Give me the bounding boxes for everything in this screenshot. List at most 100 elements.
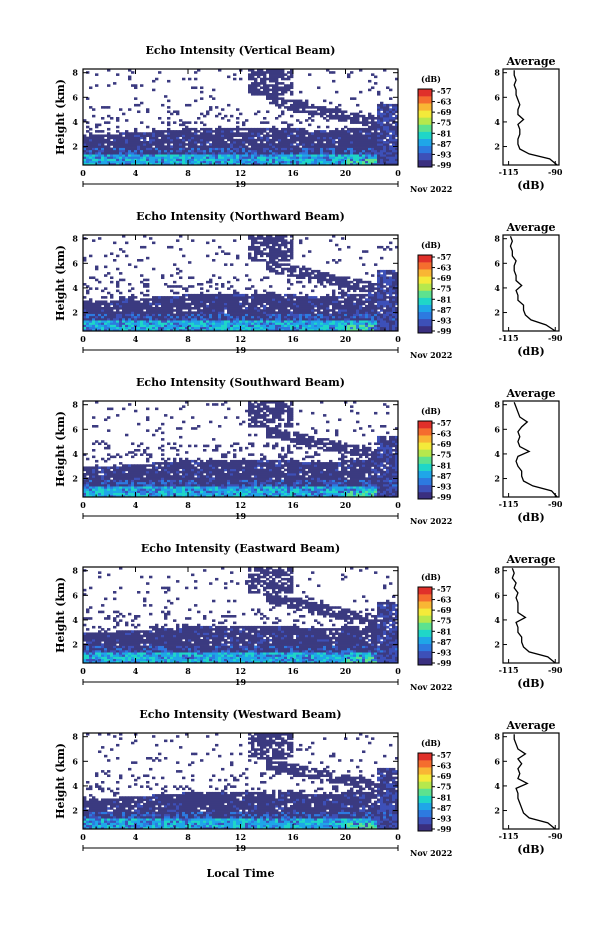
heatmap-cell bbox=[89, 313, 93, 317]
heatmap-cell bbox=[221, 156, 225, 159]
heatmap-cell bbox=[122, 407, 126, 411]
heatmap-cell bbox=[317, 328, 321, 332]
heatmap-cell bbox=[122, 156, 126, 159]
heatmap-cell bbox=[314, 143, 318, 146]
heatmap-cell bbox=[116, 73, 120, 76]
heatmap-cell bbox=[341, 291, 345, 295]
heatmap-cell bbox=[119, 488, 123, 491]
heatmap-cell bbox=[221, 304, 225, 308]
heatmap-cell bbox=[383, 324, 387, 328]
colorbar-segment bbox=[418, 117, 432, 125]
heatmap-cell bbox=[272, 300, 276, 304]
heatmap-cell bbox=[200, 320, 204, 323]
heatmap-cell bbox=[299, 317, 303, 321]
heatmap-cell bbox=[377, 285, 381, 288]
heatmap-cell bbox=[365, 300, 369, 304]
heatmap-cell bbox=[164, 296, 168, 299]
heatmap-cell bbox=[317, 278, 321, 282]
heatmap-cell bbox=[113, 141, 117, 144]
heatmap-cell bbox=[329, 134, 333, 138]
heatmap-cell bbox=[131, 313, 135, 317]
heatmap-cell bbox=[104, 477, 108, 480]
heatmap-cell bbox=[389, 285, 393, 288]
heatmap-cell bbox=[245, 145, 249, 148]
heatmap-cell bbox=[350, 328, 354, 332]
heatmap-cell bbox=[269, 143, 273, 146]
heatmap-cell bbox=[224, 324, 228, 328]
heatmap-cell bbox=[161, 162, 165, 166]
heatmap-cell bbox=[311, 151, 315, 155]
heatmap-cell bbox=[365, 136, 369, 140]
heatmap-cell bbox=[149, 149, 153, 153]
heatmap-cell bbox=[140, 134, 144, 138]
heatmap-cell bbox=[122, 328, 126, 332]
heatmap-cell bbox=[200, 121, 204, 124]
heatmap-cell bbox=[296, 313, 300, 317]
heatmap-cell bbox=[236, 296, 240, 299]
heatmap-cell bbox=[389, 272, 393, 275]
heatmap-cell bbox=[167, 245, 171, 249]
heatmap-cell bbox=[83, 304, 87, 308]
heatmap-cell bbox=[266, 313, 270, 317]
heatmap-cell bbox=[359, 127, 363, 131]
heatmap-cell bbox=[239, 296, 243, 299]
heatmap-cell bbox=[347, 138, 351, 142]
heatmap-cell bbox=[134, 145, 138, 148]
heatmap-cell bbox=[224, 304, 228, 308]
heatmap-cell bbox=[203, 317, 207, 321]
heatmap-cell bbox=[281, 272, 285, 275]
heatmap-cell bbox=[173, 147, 177, 151]
heatmap-cell bbox=[371, 151, 375, 155]
heatmap-cell bbox=[311, 313, 315, 317]
heatmap-cell bbox=[299, 302, 303, 306]
heatmap-cell bbox=[206, 130, 210, 133]
heatmap-cell bbox=[140, 326, 144, 330]
heatmap-cell bbox=[362, 136, 366, 140]
heatmap-cell bbox=[350, 127, 354, 131]
heatmap-cell bbox=[281, 71, 285, 74]
heatmap-cell bbox=[323, 302, 327, 306]
heatmap-cell bbox=[239, 315, 243, 319]
heatmap-cell bbox=[182, 328, 186, 332]
heatmap-cell bbox=[275, 322, 279, 325]
heatmap-cell bbox=[209, 311, 213, 314]
heatmap-cell bbox=[104, 488, 108, 491]
x-tick-label: 12 bbox=[235, 334, 246, 344]
heatmap-cell bbox=[326, 304, 330, 308]
heatmap-cell bbox=[104, 466, 108, 470]
heatmap-cell bbox=[311, 328, 315, 332]
heatmap-cell bbox=[272, 141, 276, 144]
heatmap-cell bbox=[353, 285, 357, 288]
heatmap-cell bbox=[341, 296, 345, 299]
heatmap-cell bbox=[392, 315, 396, 319]
heatmap-cell bbox=[200, 313, 204, 317]
heatmap-cell bbox=[185, 143, 189, 146]
heatmap-cell bbox=[104, 494, 108, 498]
heatmap-cell bbox=[356, 127, 360, 131]
heatmap-cell bbox=[128, 311, 132, 314]
heatmap-cell bbox=[338, 304, 342, 308]
heatmap-cell bbox=[83, 147, 87, 151]
heatmap-cell bbox=[269, 138, 273, 142]
heatmap-cell bbox=[305, 132, 309, 135]
heatmap-cell bbox=[365, 320, 369, 323]
heatmap-cell bbox=[227, 145, 231, 148]
heatmap-cell bbox=[230, 324, 234, 328]
heatmap-cell bbox=[236, 158, 240, 162]
heatmap-cell bbox=[110, 252, 114, 256]
heatmap-cell bbox=[83, 154, 87, 157]
heatmap-cell bbox=[338, 154, 342, 157]
heatmap-cell bbox=[332, 300, 336, 304]
heatmap-cell bbox=[266, 261, 270, 264]
heatmap-cell bbox=[227, 130, 231, 133]
heatmap-cell bbox=[284, 121, 288, 124]
heatmap-cell bbox=[92, 162, 96, 166]
heatmap-cell bbox=[89, 315, 93, 319]
heatmap-cell bbox=[383, 289, 387, 293]
heatmap-cell bbox=[131, 132, 135, 135]
y-tick-label: 4 bbox=[72, 117, 78, 127]
heatmap-cell bbox=[353, 158, 357, 162]
profile-x-tick-label: -115 bbox=[499, 167, 519, 177]
heatmap-cell bbox=[161, 309, 165, 312]
heatmap-cell bbox=[248, 287, 252, 290]
